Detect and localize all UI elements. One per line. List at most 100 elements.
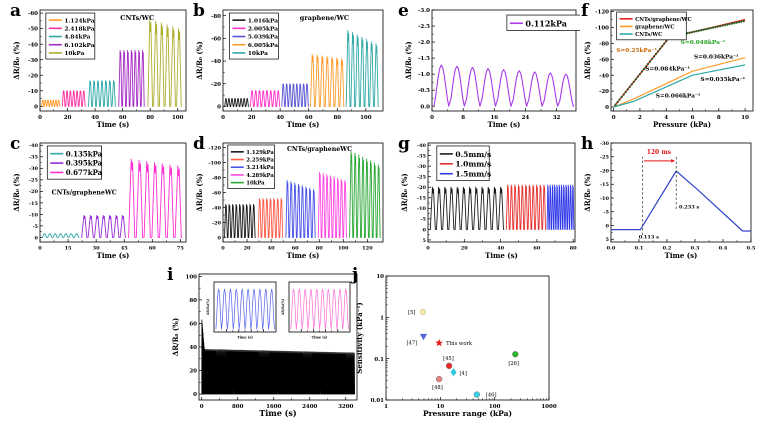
svg-text:Time (s): Time (s) <box>237 336 253 340</box>
svg-text:60: 60 <box>149 246 156 252</box>
svg-text:30: 30 <box>93 246 100 252</box>
svg-text:[46]: [46] <box>486 393 497 399</box>
svg-text:-35: -35 <box>29 155 39 161</box>
svg-text:0: 0 <box>200 404 204 410</box>
svg-text:S=0.036kPa⁻¹: S=0.036kPa⁻¹ <box>694 54 739 61</box>
svg-text:-60: -60 <box>211 36 221 42</box>
svg-text:6.102kPa: 6.102kPa <box>64 43 94 49</box>
svg-text:-35: -35 <box>417 154 427 160</box>
svg-text:-80: -80 <box>212 175 222 181</box>
svg-text:40: 40 <box>497 246 504 252</box>
legend-g: 0.5mm/s1.0mm/s1.5mm/s <box>436 145 491 182</box>
panel-j: j 1 10 100 1000 10 1 0.1 0.01 Pressure range (kPa… <box>352 265 565 428</box>
svg-text:Time (s): Time (s) <box>97 120 130 129</box>
svg-text:1.0mm/s: 1.0mm/s <box>455 160 491 169</box>
svg-text:24: 24 <box>522 115 530 121</box>
svg-text:2: 2 <box>638 115 642 121</box>
svg-text:75: 75 <box>177 246 184 252</box>
svg-text:-10: -10 <box>28 89 38 95</box>
svg-text:ΔR/R₀ (%): ΔR/R₀ (%) <box>195 41 204 79</box>
svg-text:-25: -25 <box>417 175 427 181</box>
svg-text:-5: -5 <box>420 217 426 223</box>
svg-text:60: 60 <box>305 115 313 121</box>
svg-text:0.135kPa: 0.135kPa <box>66 149 103 158</box>
panel-h: h 0.0 0.1 0.2 0.3 0.4 0.5 -30 -25 -20 -15 -10 -5 0 5 Ti… <box>581 134 759 268</box>
svg-text:-80: -80 <box>599 41 609 47</box>
svg-text:-25: -25 <box>600 155 610 161</box>
svg-text:-40: -40 <box>29 143 39 149</box>
svg-text:100: 100 <box>489 404 501 410</box>
svg-text:20: 20 <box>64 115 72 121</box>
svg-text:4.289kPa: 4.289kPa <box>246 173 274 179</box>
svg-text:ΔR/R₀(%): ΔR/R₀(%) <box>206 298 210 315</box>
svg-text:40: 40 <box>91 115 99 121</box>
svg-text:CNTs/WC: CNTs/WC <box>635 32 662 38</box>
svg-text:S=0.066kPa⁻¹: S=0.066kPa⁻¹ <box>656 92 701 99</box>
svg-text:60: 60 <box>119 115 127 121</box>
svg-text:100: 100 <box>172 115 184 121</box>
svg-text:Time (s): Time (s) <box>259 408 297 418</box>
svg-text:100: 100 <box>338 246 349 252</box>
svg-text:1.5mm/s: 1.5mm/s <box>455 170 491 179</box>
chart-i1: Time (s) ΔR/R₀(%) <box>206 281 277 340</box>
svg-text:1000: 1000 <box>541 404 556 410</box>
chart-j: 1 10 100 1000 10 1 0.1 0.01 Pressure range (kPa)… <box>355 274 557 418</box>
svg-text:-10: -10 <box>600 196 610 202</box>
svg-text:2.418kPa: 2.418kPa <box>64 27 94 33</box>
svg-text:0: 0 <box>193 392 197 398</box>
svg-text:-0.5: -0.5 <box>418 88 430 94</box>
panel-letter-i: i <box>167 265 174 285</box>
svg-text:-5: -5 <box>32 224 38 230</box>
svg-text:ΔR/R₀ (%): ΔR/R₀ (%) <box>583 173 592 211</box>
panel-f: f 0 2 4 6 8 10 -120 -100 -80 -60 -40 -20 0 Pressure (k… <box>581 1 759 137</box>
svg-text:32: 32 <box>553 115 561 121</box>
svg-text:S=0.084kPa⁻¹: S=0.084kPa⁻¹ <box>645 65 690 72</box>
panel-d: d 0 20 40 60 80 100 120 -120 -100 -80 -60 -40 -20 0 Tim… <box>193 134 389 268</box>
legend-b: 1.016kPa 2.005kPa 5.039kPa 6.005kPa 10kPa <box>229 12 279 60</box>
svg-text:0: 0 <box>426 246 430 252</box>
svg-text:0.677kPa: 0.677kPa <box>66 168 103 177</box>
svg-text:10kPa: 10kPa <box>248 51 268 57</box>
svg-text:Time (s): Time (s) <box>485 251 518 260</box>
svg-text:40: 40 <box>276 115 284 121</box>
svg-text:0.0: 0.0 <box>607 246 616 252</box>
svg-text:5: 5 <box>606 237 610 243</box>
svg-text:0: 0 <box>221 246 225 252</box>
svg-text:0.4: 0.4 <box>719 246 728 252</box>
panel-letter-f: f <box>581 1 589 21</box>
svg-text:45: 45 <box>121 246 128 252</box>
svg-text:-10: -10 <box>417 206 427 212</box>
svg-text:-2.5: -2.5 <box>418 24 430 30</box>
svg-text:-1.5: -1.5 <box>418 56 430 62</box>
svg-text:-20: -20 <box>211 82 221 88</box>
panel-letter-d: d <box>193 134 205 154</box>
chart-g: 0 20 40 60 80 -40 -35 -30 -25 -20 -15 -10 -5 0 5 Time (… <box>400 142 577 260</box>
svg-text:1600: 1600 <box>266 404 281 410</box>
svg-text:-40: -40 <box>417 143 427 149</box>
panel-b: b 0 20 40 60 80 100 -80 -60 -40 -20 0 Time (s) ΔR/R₀ … <box>193 1 389 137</box>
svg-text:-30: -30 <box>417 164 427 170</box>
panel-letter-j: j <box>352 265 359 285</box>
legend-e: 0.112kPa <box>506 14 580 31</box>
panel-a: a 0 20 40 60 80 100 -60 -50 -40 -30 -20 -10 0 Time (s)… <box>10 1 191 137</box>
chart-f: 0 2 4 6 8 10 -120 -100 -80 -60 -40 -20 0 Pressure (kP… <box>583 9 754 129</box>
svg-text:3.214kPa: 3.214kPa <box>246 165 274 171</box>
svg-text:graphene/WC: graphene/WC <box>635 24 674 30</box>
svg-text:S=0.25kPa⁻¹: S=0.25kPa⁻¹ <box>616 47 657 54</box>
svg-text:0.1: 0.1 <box>635 246 644 252</box>
svg-text:0.112kPa: 0.112kPa <box>525 18 567 28</box>
svg-text:[4]: [4] <box>460 371 467 377</box>
svg-text:0.5mm/s: 0.5mm/s <box>455 150 491 159</box>
panel-letter-c: c <box>10 134 21 154</box>
svg-text:S=0.035kPa⁻¹: S=0.035kPa⁻¹ <box>700 76 745 83</box>
svg-text:-100: -100 <box>208 160 221 166</box>
panel-letter-g: g <box>398 134 410 154</box>
svg-text:-80: -80 <box>211 14 221 20</box>
svg-text:ΔR/R₀ (%): ΔR/R₀ (%) <box>404 41 413 79</box>
svg-text:Time (s): Time (s) <box>665 251 698 260</box>
svg-text:800: 800 <box>232 404 244 410</box>
svg-text:0: 0 <box>218 235 222 241</box>
